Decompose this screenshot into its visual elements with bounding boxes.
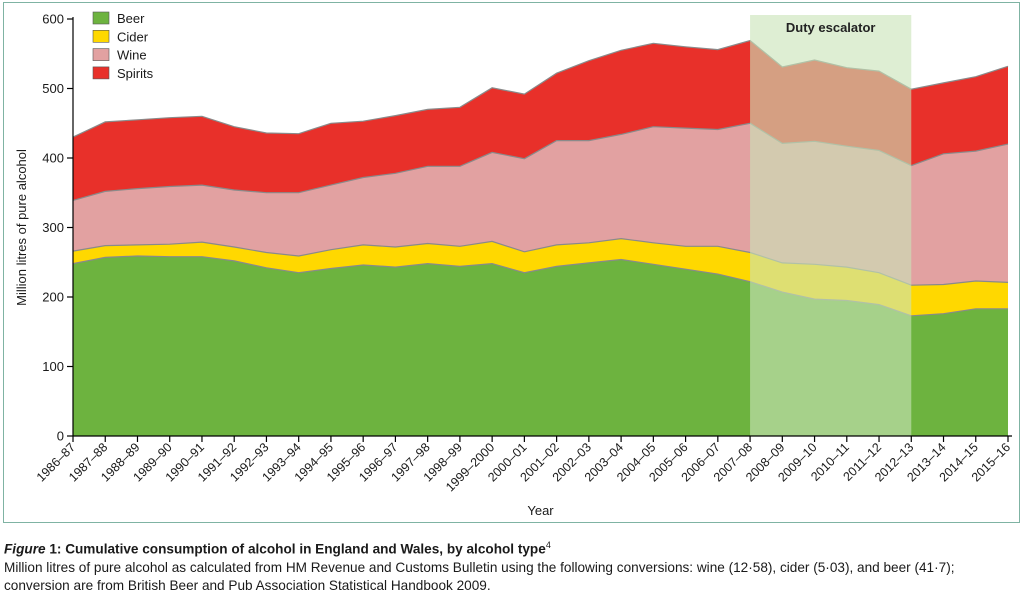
caption-line-2: conversion are from British Beer and Pub… (4, 577, 491, 593)
caption-title: Cumulative consumption of alcohol in Eng… (65, 541, 546, 557)
y-tick-label: 600 (42, 12, 64, 27)
y-axis-title: Million litres of pure alcohol (14, 149, 29, 306)
x-axis-title: Year (527, 503, 554, 518)
y-tick-label: 0 (57, 429, 64, 444)
stacked-area-chart: Duty escalator01002003004005006001986–87… (14, 11, 1013, 518)
caption-title-line: Figure 1: Cumulative consumption of alco… (4, 536, 1016, 559)
duty-escalator-label: Duty escalator (786, 20, 876, 35)
caption-reference: 4 (545, 540, 551, 550)
legend-swatch-beer (92, 11, 110, 25)
legend: Beer Cider Wine Spirits (92, 11, 154, 81)
legend-label-spirits: Spirits (117, 66, 154, 81)
y-tick-label: 300 (42, 220, 64, 235)
y-tick-label: 100 (42, 359, 64, 374)
chart-frame (3, 2, 1020, 523)
legend-swatch-cider (92, 29, 110, 43)
legend-label-beer: Beer (117, 11, 145, 26)
caption-figure-number: 1: (45, 541, 66, 557)
legend-label-wine: Wine (117, 48, 147, 63)
duty-escalator-band (750, 15, 912, 436)
y-tick-label: 500 (42, 81, 64, 96)
legend-swatch-wine (92, 48, 110, 61)
legend-swatch-spirits (92, 66, 110, 80)
y-tick-label: 200 (42, 290, 64, 305)
area-cider (73, 238, 1008, 316)
y-tick-label: 400 (42, 151, 64, 166)
legend-label-cider: Cider (117, 29, 149, 44)
caption-figure-word: Figure (4, 541, 46, 557)
figure-caption: Figure 1: Cumulative consumption of alco… (4, 536, 1016, 595)
caption-line-1: Million litres of pure alcohol as calcul… (4, 559, 955, 575)
